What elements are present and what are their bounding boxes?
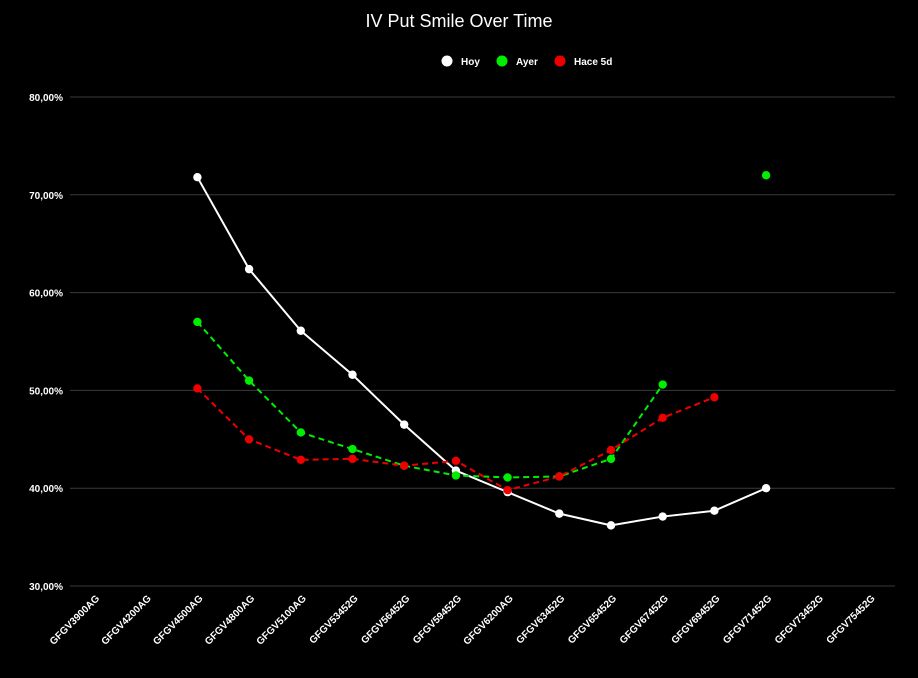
series-line-ayer xyxy=(196,321,664,479)
x-tick-label: GFGV59452G xyxy=(411,593,464,646)
y-tick-label: 30,00% xyxy=(29,582,63,593)
data-point-hoy[interactable] xyxy=(400,420,409,429)
y-tick-label: 60,00% xyxy=(29,289,63,300)
x-tick-label: GFGV73452G xyxy=(773,593,826,646)
data-point-hace-5d[interactable] xyxy=(606,445,616,455)
x-tick-label: GFGV4500AG xyxy=(151,593,205,647)
data-point-hoy[interactable] xyxy=(244,264,254,274)
series-layer xyxy=(193,171,771,530)
y-axis-ticks: 30,00% 40,00% 50,00% 60,00% 70,00% 80,00% xyxy=(29,93,63,593)
data-point-ayer[interactable] xyxy=(244,376,254,385)
x-tick-label: GFGV4800AG xyxy=(203,593,257,647)
data-point-ayer[interactable] xyxy=(761,171,771,180)
data-point-hoy[interactable] xyxy=(555,509,564,518)
data-point-ayer[interactable] xyxy=(606,454,616,464)
y-tick-label: 80,00% xyxy=(29,93,63,104)
x-tick-label: GFGV75452G xyxy=(825,593,878,646)
data-point-hoy[interactable] xyxy=(710,506,719,515)
x-tick-label: GFGV56452G xyxy=(359,593,412,646)
data-point-hace-5d[interactable] xyxy=(555,472,564,481)
data-point-hace-5d[interactable] xyxy=(451,456,461,466)
x-tick-label: GFGV67452G xyxy=(618,593,671,646)
data-point-hace-5d[interactable] xyxy=(710,393,719,402)
legend-item-hoy[interactable]: Hoy xyxy=(441,55,481,69)
x-tick-label: GFGV3900AG xyxy=(48,593,102,647)
data-point-hace-5d[interactable] xyxy=(400,461,409,470)
data-point-ayer[interactable] xyxy=(658,380,667,389)
legend-label-hoy: Hoy xyxy=(461,57,480,68)
y-tick-label: 50,00% xyxy=(29,386,63,397)
legend-marker-hoy xyxy=(441,55,453,67)
data-point-hoy[interactable] xyxy=(348,370,357,379)
x-tick-label: GFGV69452G xyxy=(670,593,723,646)
data-point-hace-5d[interactable] xyxy=(348,454,357,464)
data-point-ayer[interactable] xyxy=(193,317,202,327)
x-tick-label: GFGV4200AG xyxy=(100,593,154,647)
legend-marker-ayer xyxy=(496,55,508,67)
chart-title: IV Put Smile Over Time xyxy=(365,11,552,31)
legend-item-ayer[interactable]: Ayer xyxy=(496,55,538,69)
x-tick-label: GFGV5100AG xyxy=(255,593,309,647)
data-point-hace-5d[interactable] xyxy=(296,455,305,465)
series-ayer xyxy=(193,171,771,482)
data-point-hace-5d[interactable] xyxy=(193,384,202,393)
x-tick-label: GFGV63452G xyxy=(514,593,567,646)
y-tick-label: 40,00% xyxy=(29,484,63,495)
series-line-hoy xyxy=(196,176,767,527)
data-point-hace-5d[interactable] xyxy=(658,413,667,422)
data-point-hoy[interactable] xyxy=(606,521,616,530)
x-tick-label: GFGV53452G xyxy=(308,593,361,646)
data-point-ayer[interactable] xyxy=(451,471,461,480)
series-hace-5d xyxy=(193,384,719,495)
data-point-hoy[interactable] xyxy=(296,326,305,335)
data-point-hoy[interactable] xyxy=(761,484,771,493)
data-point-ayer[interactable] xyxy=(503,473,512,482)
data-point-ayer[interactable] xyxy=(296,428,305,437)
x-tick-label: GFGV6200AG xyxy=(462,593,516,647)
data-point-hoy[interactable] xyxy=(658,512,667,521)
x-axis-ticks: GFGV3900AGGFGV4200AGGFGV4500AGGFGV4800AG… xyxy=(48,593,878,647)
grid-layer xyxy=(70,96,895,587)
data-point-ayer[interactable] xyxy=(348,444,357,454)
x-tick-label: GFGV65452G xyxy=(566,593,619,646)
data-point-hace-5d[interactable] xyxy=(244,435,254,444)
y-tick-label: 70,00% xyxy=(29,191,63,202)
x-tick-label: GFGV71452G xyxy=(721,593,774,646)
legend-item-hace-5d[interactable]: Hace 5d xyxy=(554,55,613,69)
data-point-hace-5d[interactable] xyxy=(503,485,512,495)
legend-marker-hace-5d xyxy=(554,55,566,67)
series-hoy xyxy=(193,172,771,530)
legend-label-hace-5d: Hace 5d xyxy=(574,57,612,68)
legend-label-ayer: Ayer xyxy=(516,57,538,68)
legend[interactable]: Hoy Ayer Hace 5d xyxy=(441,55,613,69)
data-point-hoy[interactable] xyxy=(193,172,202,182)
